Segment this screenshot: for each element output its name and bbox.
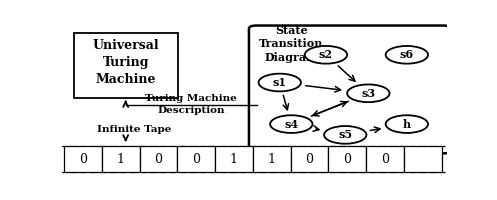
Bar [404,146,441,172]
Bar [177,146,215,172]
Text: 1: 1 [268,153,276,166]
Text: Infinite Tape: Infinite Tape [97,125,171,134]
Text: s3: s3 [361,88,375,99]
Bar [64,146,102,172]
Bar [140,146,177,172]
Text: s6: s6 [400,49,414,60]
Text: 0: 0 [343,153,351,166]
Text: 0: 0 [192,153,200,166]
Bar [366,146,404,172]
Text: 0: 0 [381,153,389,166]
Ellipse shape [324,126,366,144]
Ellipse shape [270,115,313,133]
Text: s1: s1 [273,77,287,88]
Ellipse shape [258,74,301,91]
FancyBboxPatch shape [74,33,178,98]
Text: State
Transition
Diagram: State Transition Diagram [259,25,324,63]
Text: Description: Description [158,106,225,115]
Text: Turing Machine: Turing Machine [145,94,237,103]
Text: s2: s2 [319,49,333,60]
Text: 0: 0 [155,153,163,166]
Text: 0: 0 [306,153,314,166]
Text: s5: s5 [338,129,352,140]
Text: 1: 1 [117,153,125,166]
Text: h: h [403,119,411,130]
Ellipse shape [386,115,428,133]
Text: 1: 1 [230,153,238,166]
Bar [291,146,329,172]
Bar [102,146,140,172]
Text: Universal
Turing
Machine: Universal Turing Machine [92,39,159,86]
Bar [253,146,291,172]
Ellipse shape [347,84,390,102]
Ellipse shape [305,46,347,64]
Text: 0: 0 [79,153,87,166]
Text: s4: s4 [284,119,298,130]
Bar [329,146,366,172]
FancyBboxPatch shape [249,26,451,153]
Ellipse shape [386,46,428,64]
Bar [215,146,253,172]
